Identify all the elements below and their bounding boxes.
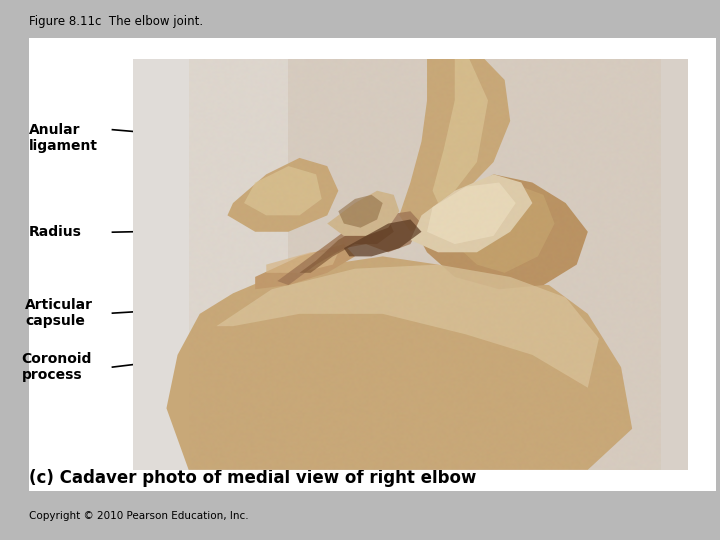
Text: Copyright © 2010 Pearson Education, Inc.: Copyright © 2010 Pearson Education, Inc. [29,511,248,521]
Text: Articular
capsule: Articular capsule [25,298,93,328]
Polygon shape [410,174,532,252]
Polygon shape [277,211,421,285]
Bar [29,59,135,470]
Polygon shape [344,219,421,256]
Polygon shape [416,174,588,289]
Polygon shape [327,191,400,236]
Polygon shape [255,244,355,289]
Polygon shape [455,183,554,273]
Polygon shape [244,166,322,215]
Polygon shape [433,51,488,203]
Text: Humerus: Humerus [500,77,571,91]
Text: Figure 8.11c  The elbow joint.: Figure 8.11c The elbow joint. [29,15,203,28]
Text: Ulnar
collateral
ligament: Ulnar collateral ligament [529,247,603,293]
Text: Radius: Radius [29,225,81,239]
Polygon shape [338,195,383,228]
Bar [29,38,716,491]
Bar [526,59,716,470]
Polygon shape [166,256,632,470]
Text: Ulna: Ulna [482,433,518,447]
Polygon shape [217,265,599,388]
Polygon shape [400,51,510,232]
Polygon shape [228,158,338,232]
Bar [133,59,289,470]
Text: Anular
ligament: Anular ligament [29,123,98,153]
Text: (c) Cadaver photo of medial view of right elbow: (c) Cadaver photo of medial view of righ… [29,469,476,487]
Polygon shape [266,252,338,273]
Text: Coronoid
process: Coronoid process [22,352,92,382]
Text: Medial
epicondyle: Medial epicondyle [529,166,614,196]
Polygon shape [427,183,516,244]
Polygon shape [300,219,394,273]
